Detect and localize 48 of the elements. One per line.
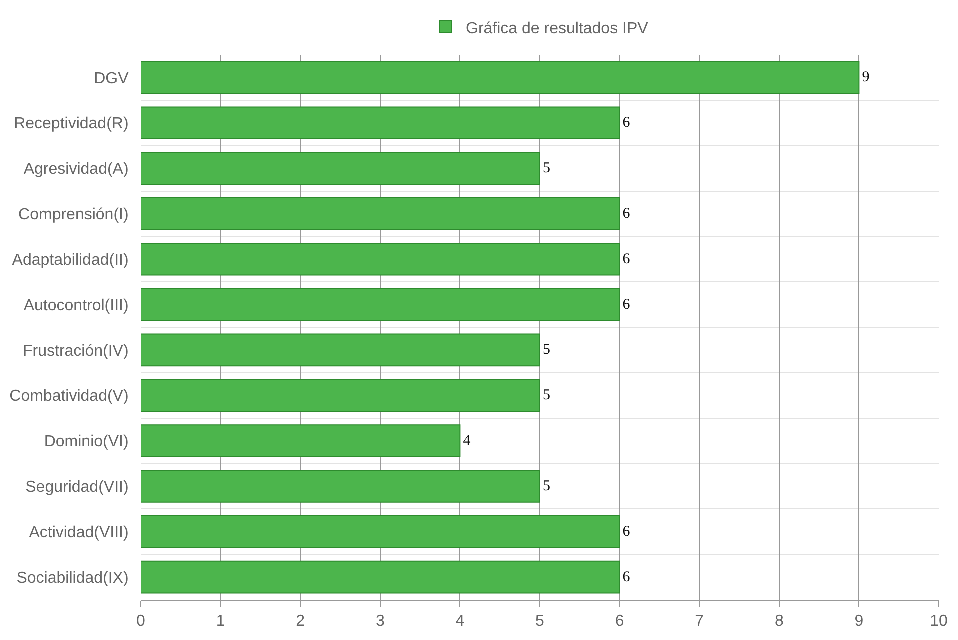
bar: [141, 152, 540, 185]
y-tick-label: Actividad(VIII): [29, 524, 129, 542]
x-tick-label: 6: [615, 613, 624, 630]
bar: [141, 198, 620, 230]
bar: [141, 470, 540, 503]
bar: [141, 379, 540, 412]
y-tick-label: Frustración(IV): [23, 342, 129, 360]
y-tick-label: Adaptabilidad(II): [12, 252, 129, 269]
bar: [141, 288, 620, 322]
y-tick-label: Seguridad(VII): [26, 479, 129, 496]
legend-label: Gráfica de resultados IPV: [466, 20, 649, 38]
data-label: 6: [622, 115, 631, 132]
y-tick-label: Comprensión(I): [18, 206, 129, 224]
data-label: 4: [463, 433, 472, 450]
y-tick-label: Agresividad(A): [24, 161, 129, 178]
data-label: 6: [622, 251, 631, 268]
x-tick-label: 7: [695, 613, 704, 630]
x-tick-label: 9: [854, 613, 864, 630]
data-label: 5: [543, 160, 550, 177]
bar: [141, 560, 620, 594]
data-label: 6: [622, 206, 631, 222]
data-label: 5: [543, 478, 550, 494]
data-label: 6: [622, 569, 631, 586]
data-label: 6: [622, 296, 631, 313]
y-tick-label: Sociabilidad(IX): [16, 570, 129, 587]
x-tick-label: 5: [536, 613, 545, 630]
y-tick-label: Autocontrol(III): [24, 297, 129, 314]
data-label: 5: [543, 342, 550, 358]
x-tick-label: 4: [456, 613, 465, 630]
bar: [141, 424, 461, 458]
data-label: 6: [622, 524, 631, 540]
y-tick-label: Combatividad(V): [10, 388, 129, 406]
y-tick-label: Dominio(VI): [44, 434, 129, 451]
y-tick-label: DGV: [94, 70, 130, 88]
y-tick-label: Receptividad(R): [14, 116, 129, 133]
bar: [141, 334, 540, 367]
data-label: 9: [862, 70, 870, 86]
bar: [141, 242, 620, 276]
data-label: 5: [543, 388, 550, 404]
x-tick-label: 10: [930, 613, 948, 630]
x-tick-label: 1: [216, 613, 226, 630]
bar: [141, 515, 620, 548]
x-tick-label: 8: [774, 613, 784, 630]
x-tick-label: 0: [136, 613, 146, 630]
x-tick-label: 3: [376, 613, 385, 630]
x-tick-label: 2: [296, 613, 306, 630]
bar: [141, 61, 860, 94]
bar: [141, 106, 620, 140]
